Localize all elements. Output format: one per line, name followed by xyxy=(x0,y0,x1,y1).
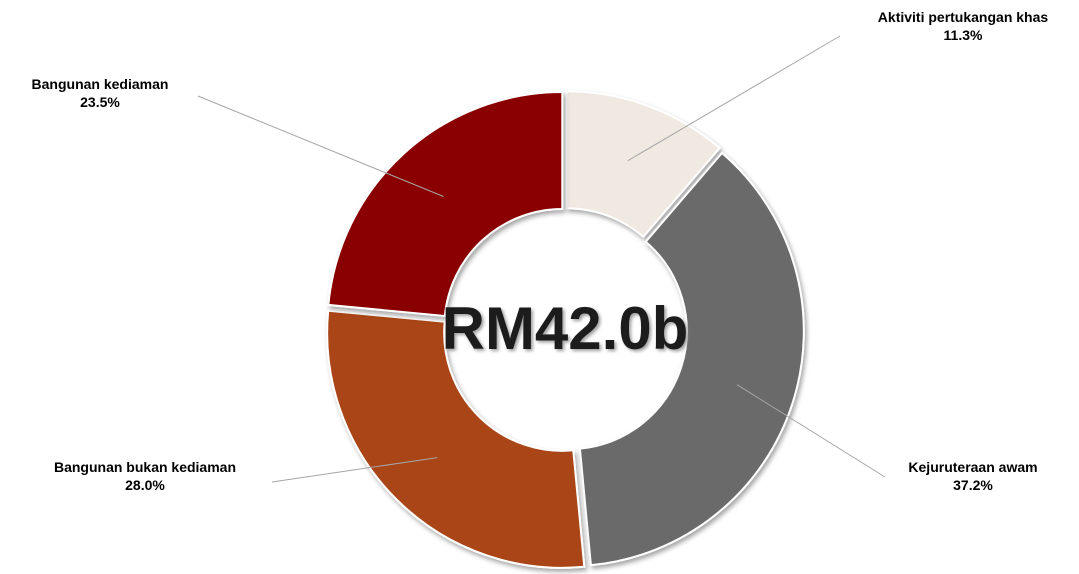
slice-value-label: 37.2% xyxy=(953,477,993,493)
donut-slice xyxy=(327,91,564,318)
leader-line xyxy=(627,35,841,162)
donut-slice xyxy=(565,90,721,239)
slices xyxy=(326,90,805,569)
center-label: RM42.0b xyxy=(442,295,689,362)
slice-label: Kejuruteraan awam xyxy=(908,459,1037,475)
leader-line xyxy=(271,457,438,483)
leader-line xyxy=(736,384,886,478)
slice-value-label: 11.3% xyxy=(944,27,983,43)
slice-label: Bangunan bukan kediaman xyxy=(54,459,236,475)
slice-value-label: 23.5% xyxy=(80,94,120,110)
leader-line xyxy=(197,95,444,197)
slice-label: Aktiviti pertukangan khas xyxy=(878,9,1049,25)
slice-value-label: 28.0% xyxy=(125,477,165,493)
donut-slice xyxy=(578,151,805,567)
slice-label: Bangunan kediaman xyxy=(32,76,169,92)
donut-slice xyxy=(326,309,586,569)
